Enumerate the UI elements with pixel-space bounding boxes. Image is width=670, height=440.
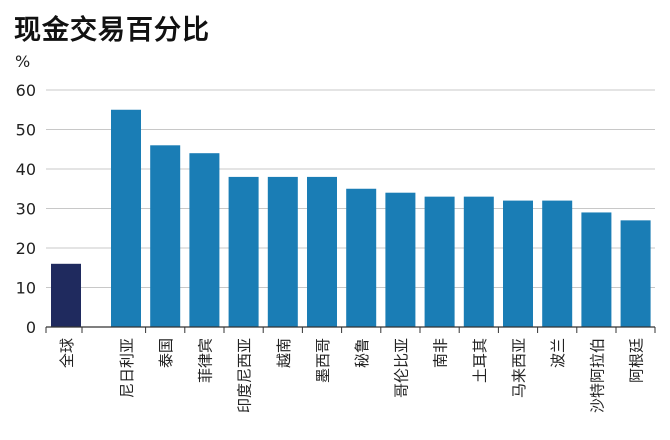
bar-9 — [424, 196, 455, 327]
bar-1 — [111, 109, 141, 327]
y-tick-label: 0 — [26, 318, 36, 337]
y-axis-ticks: 0 10 20 30 40 50 60 — [16, 81, 36, 337]
bar-2 — [150, 145, 181, 327]
bar-8 — [385, 192, 416, 327]
x-tick-label: 沙特阿拉伯 — [588, 338, 606, 413]
y-tick-label: 50 — [16, 121, 36, 140]
x-axis — [45, 326, 656, 333]
chart-title: 现金交易百分比 — [14, 15, 210, 46]
bar-7 — [346, 188, 377, 327]
bar-12 — [542, 200, 573, 327]
x-tick-label: 全球 — [58, 338, 76, 368]
bar-6 — [307, 176, 337, 327]
y-tick-label: 10 — [16, 279, 36, 298]
x-tick-label: 菲律宾 — [196, 338, 214, 383]
x-tick-label: 越南 — [275, 338, 293, 368]
x-tick-label: 泰国 — [157, 338, 175, 368]
bar-3 — [189, 153, 220, 327]
y-tick-label: 60 — [16, 81, 36, 100]
bar-13 — [581, 212, 612, 327]
x-tick-label: 尼日利亚 — [118, 338, 136, 398]
x-tick-label: 土耳其 — [471, 338, 489, 383]
bar-14 — [620, 220, 651, 327]
bar-5 — [267, 176, 298, 327]
bar-11 — [503, 200, 533, 327]
y-tick-label: 30 — [16, 200, 36, 219]
bar-4 — [228, 176, 259, 327]
x-tick-label: 哥伦比亚 — [392, 338, 410, 398]
bar-10 — [463, 196, 494, 327]
x-tick-label: 阿根廷 — [628, 338, 646, 383]
x-tick-label: 南非 — [432, 338, 450, 368]
bars — [51, 109, 651, 327]
y-axis-unit-label: % — [15, 52, 31, 71]
x-tick-label: 秘鲁 — [353, 338, 371, 368]
x-tick-label: 墨西哥 — [314, 338, 332, 383]
x-axis-labels: 全球 尼日利亚 泰国 菲律宾 印度尼西亚 越南 墨西哥 秘鲁 哥伦比亚 南非 土耳其 马来西亚 波兰 沙特… — [58, 338, 646, 413]
y-tick-label: 20 — [16, 239, 36, 258]
x-tick-label: 印度尼西亚 — [236, 338, 254, 413]
bar-0 — [51, 263, 81, 327]
x-tick-label: 波兰 — [549, 338, 567, 368]
x-tick-label: 马来西亚 — [510, 338, 528, 398]
y-tick-label: 40 — [16, 160, 36, 179]
